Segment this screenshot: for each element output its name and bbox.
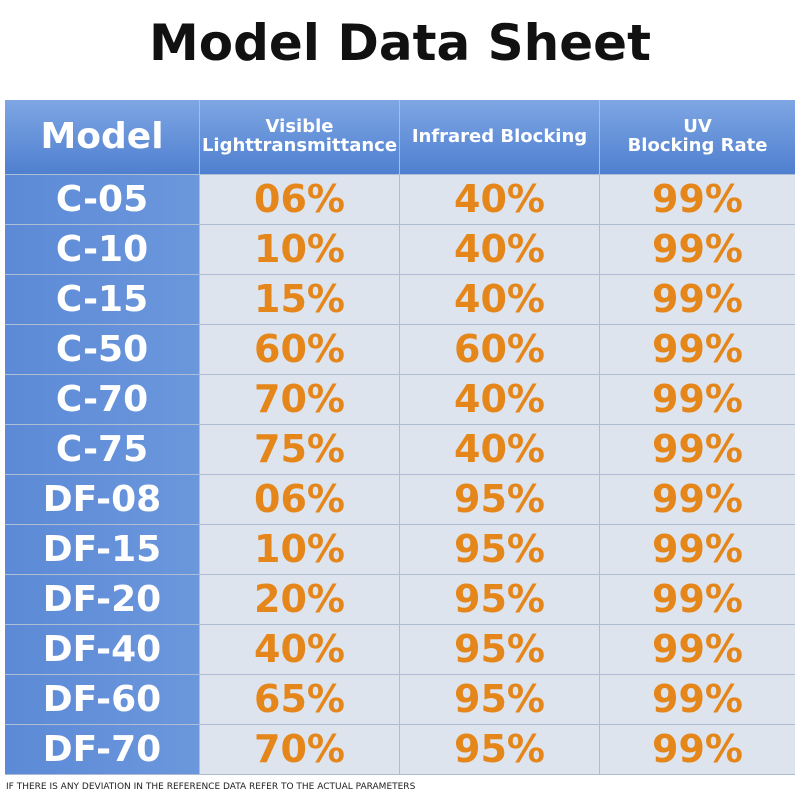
value-cell: 95% (400, 725, 599, 774)
value-cell: 40% (400, 225, 599, 274)
value-cell: 70% (200, 375, 399, 424)
value-cell: 99% (600, 225, 795, 274)
header-cell: UV Blocking Rate (600, 100, 795, 174)
value-cell: 40% (400, 375, 599, 424)
value-cell: 99% (600, 475, 795, 524)
value-cell: 95% (400, 575, 599, 624)
footnote: IF THERE IS ANY DEVIATION IN THE REFEREN… (6, 782, 416, 792)
header-cell: Infrared Blocking (400, 100, 599, 174)
value-cell: 99% (600, 175, 795, 224)
model-name: DF-15 (5, 525, 199, 574)
value-cell: 99% (600, 425, 795, 474)
header-line: Blocking Rate (627, 135, 768, 156)
value-cell: 99% (600, 675, 795, 724)
model-name: DF-70 (5, 725, 199, 774)
value-cell: 20% (200, 575, 399, 624)
value-cell: 99% (600, 325, 795, 374)
model-name: C-50 (5, 325, 199, 374)
data-table: Model Visible Lighttransmittance Infrared B… (5, 100, 795, 775)
value-cell: 40% (400, 275, 599, 324)
value-cell: 40% (400, 175, 599, 224)
header-line: UV (683, 116, 712, 138)
value-cell: 99% (600, 625, 795, 674)
value-cell: 99% (600, 375, 795, 424)
header-line: Infrared Blocking (411, 125, 588, 147)
model-name: C-10 (5, 225, 199, 274)
model-name: DF-60 (5, 675, 199, 724)
value-cell: 06% (200, 475, 399, 524)
value-cell: 40% (200, 625, 399, 674)
header-line: Model (40, 116, 164, 158)
value-cell: 65% (200, 675, 399, 724)
header-line: Visible (265, 116, 334, 138)
value-cell: 95% (400, 525, 599, 574)
model-name: DF-08 (5, 475, 199, 524)
value-cell: 99% (600, 725, 795, 774)
value-cell: 15% (200, 275, 399, 324)
header-cell: Visible Lighttransmittance (200, 100, 399, 174)
value-cell: 99% (600, 275, 795, 324)
value-cell: 95% (400, 625, 599, 674)
model-name: DF-20 (5, 575, 199, 624)
value-cell: 95% (400, 475, 599, 524)
model-name: C-15 (5, 275, 199, 324)
model-name: C-70 (5, 375, 199, 424)
value-cell: 10% (200, 525, 399, 574)
value-cell: 99% (600, 525, 795, 574)
value-cell: 10% (200, 225, 399, 274)
model-name: C-75 (5, 425, 199, 474)
value-cell: 70% (200, 725, 399, 774)
header-line: Lighttransmittance (201, 135, 398, 156)
header-cell: Model (5, 100, 199, 174)
value-cell: 99% (600, 575, 795, 624)
value-cell: 40% (400, 425, 599, 474)
value-cell: 95% (400, 675, 599, 724)
value-cell: 06% (200, 175, 399, 224)
model-name: C-05 (5, 175, 199, 224)
title: Model Data Sheet (149, 14, 651, 72)
value-cell: 60% (200, 325, 399, 374)
value-cell: 60% (400, 325, 599, 374)
value-cell: 75% (200, 425, 399, 474)
model-name: DF-40 (5, 625, 199, 674)
